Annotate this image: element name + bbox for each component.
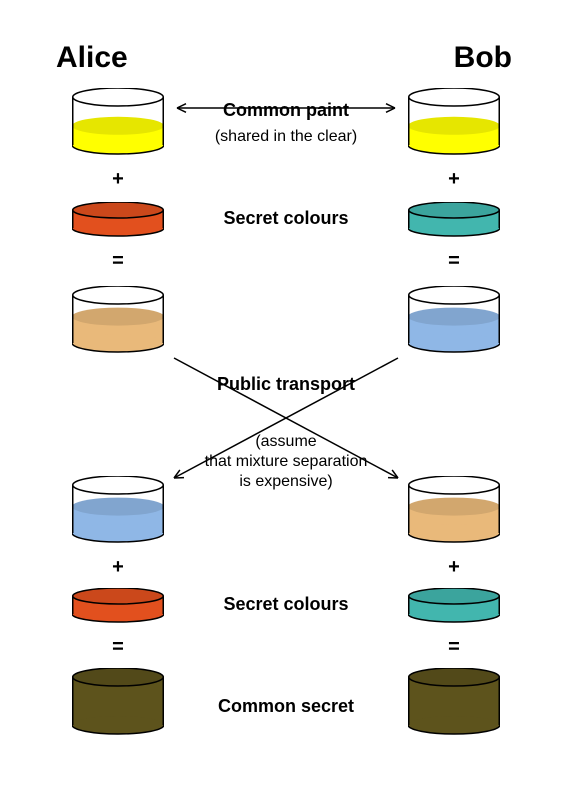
label-public-transport: Public transport [217,374,355,395]
op-plus-bob-2: + [444,556,464,579]
diagram-canvas: Alice Bob Common paint (shared in the cl… [0,0,572,809]
cup-bob-received [408,476,500,546]
op-plus-alice-2: + [108,556,128,579]
label-secret-colours-2: Secret colours [223,594,348,615]
op-eq-alice-2: = [108,636,128,659]
op-eq-bob-2: = [444,636,464,659]
cup-alice-received [72,476,164,546]
cup-alice-common-secret [72,668,164,738]
disc-alice-secret-2 [72,588,164,629]
cup-bob-common-secret [408,668,500,738]
label-assume: (assumethat mixture separationis expensi… [176,432,396,492]
label-common-secret: Common secret [218,696,354,717]
disc-bob-secret-2 [408,588,500,629]
